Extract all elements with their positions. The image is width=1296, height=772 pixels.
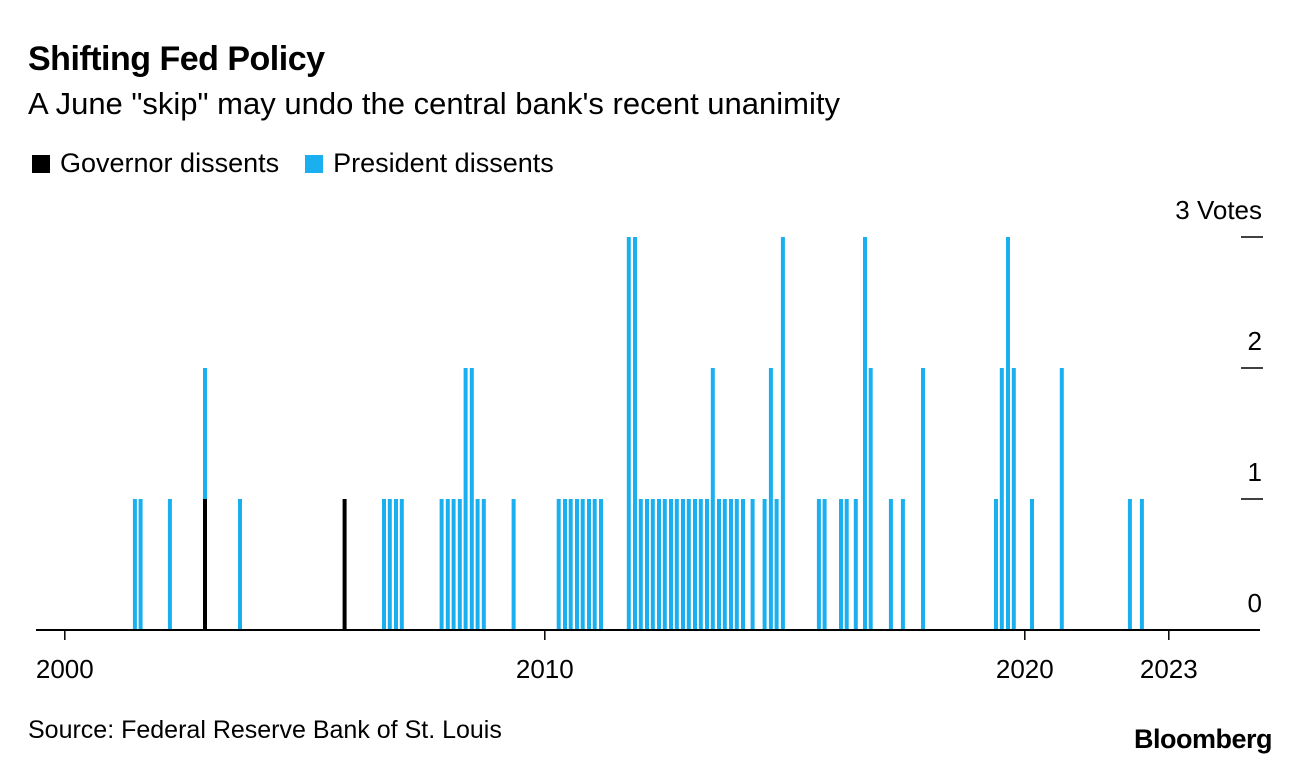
x-tick-label: 2000: [36, 654, 94, 684]
x-tick-label: 2023: [1140, 654, 1198, 684]
president-dissent-bar: [1059, 368, 1064, 630]
chart-subtitle: A June "skip" may undo the central bank'…: [28, 86, 840, 121]
president-dissent-bar: [774, 499, 779, 630]
president-dissent-bar: [167, 499, 172, 630]
president-dissent-bar: [592, 499, 597, 630]
president-dissent-bar: [768, 368, 773, 630]
legend-item-president: President dissents: [305, 148, 554, 179]
president-dissent-bar: [863, 237, 867, 630]
source-note: Source: Federal Reserve Bank of St. Loui…: [28, 716, 502, 744]
president-dissent-bar: [563, 499, 567, 630]
legend-label-president: President dissents: [333, 148, 554, 178]
president-dissent-bar: [382, 499, 386, 630]
president-dissent-bar: [633, 237, 637, 630]
president-dissent-bar: [1139, 499, 1144, 630]
president-dissent-bar: [780, 237, 785, 630]
president-dissent-bar: [650, 499, 655, 630]
governor-dissent-bar: [342, 499, 347, 630]
governor-dissent-bar: [203, 499, 207, 630]
president-dissent-bar: [705, 499, 709, 630]
y-tick-label: 0: [1248, 588, 1262, 618]
president-dissent-bar: [868, 368, 873, 630]
president-dissent-bar: [638, 499, 643, 630]
president-dissent-bar: [669, 499, 673, 630]
legend-swatch-governor: [32, 154, 50, 173]
president-dissent-bar: [399, 499, 404, 630]
president-dissent-bar: [238, 499, 242, 630]
president-dissent-bar: [722, 499, 727, 630]
president-dissent-bar: [132, 499, 137, 630]
president-dissent-bar: [463, 368, 468, 630]
president-dissent-bar: [674, 499, 679, 630]
president-dissent-bar: [475, 499, 480, 630]
president-dissent-bar: [844, 499, 849, 630]
president-dissent-bar: [1127, 499, 1132, 630]
president-dissent-bar: [457, 499, 462, 630]
bloomberg-logo: Bloomberg: [1133, 724, 1273, 754]
president-dissent-bar: [734, 499, 739, 630]
president-dissent-bar: [921, 368, 925, 630]
president-dissent-bar: [556, 499, 561, 630]
president-dissent-bar: [1011, 368, 1016, 630]
legend-item-governor: Governor dissents: [32, 148, 279, 179]
president-dissent-bar: [741, 499, 745, 630]
president-dissent-bar: [645, 499, 649, 630]
president-dissent-bar: [729, 499, 733, 630]
president-dissent-bar: [681, 499, 685, 630]
y-tick-label: 2: [1248, 326, 1262, 356]
president-dissent-bar: [568, 499, 573, 630]
president-dissent-bar: [451, 499, 456, 630]
president-dissent-bar: [587, 499, 591, 630]
president-dissent-bar: [580, 499, 585, 630]
president-dissent-bar: [1006, 237, 1010, 630]
president-dissent-bar: [387, 499, 392, 630]
president-dissent-bar: [445, 499, 450, 630]
president-dissent-bar: [762, 499, 767, 630]
president-dissent-bar: [822, 499, 827, 630]
president-dissent-bar: [203, 368, 207, 499]
president-dissent-bar: [394, 499, 398, 630]
president-dissent-bar: [698, 499, 703, 630]
president-dissent-bar: [750, 499, 755, 630]
president-dissent-bar: [839, 499, 843, 630]
president-dissent-bar: [999, 368, 1004, 630]
president-dissent-bar: [888, 499, 893, 630]
president-dissent-bar: [816, 499, 821, 630]
chart-title: Shifting Fed Policy: [28, 40, 325, 78]
president-dissent-bar: [994, 499, 998, 630]
legend-swatch-president: [305, 154, 324, 173]
president-dissent-bar: [662, 499, 667, 630]
president-dissent-bar: [481, 499, 486, 630]
legend-label-governor: Governor dissents: [60, 148, 280, 178]
president-dissent-bar: [657, 499, 661, 630]
president-dissent-bar: [599, 499, 603, 630]
president-dissent-bar: [469, 368, 474, 630]
president-dissent-bar: [626, 237, 631, 630]
x-tick-label: 2010: [516, 654, 574, 684]
president-dissent-bar: [575, 499, 579, 630]
y-tick-label: 1: [1248, 457, 1262, 487]
president-dissent-bar: [1030, 499, 1034, 630]
president-dissent-bar: [693, 499, 697, 630]
president-dissent-bar: [686, 499, 691, 630]
president-dissent-bar: [717, 499, 721, 630]
president-dissent-bar: [710, 368, 715, 630]
president-dissent-bar: [439, 499, 444, 630]
president-dissent-bar: [138, 499, 143, 630]
x-tick-label: 2020: [996, 654, 1054, 684]
y-tick-label: 3 Votes: [1175, 195, 1262, 225]
president-dissent-bar: [853, 499, 858, 630]
president-dissent-bar: [511, 499, 516, 630]
president-dissent-bar: [900, 499, 905, 630]
legend: Governor dissents President dissents: [32, 148, 580, 179]
